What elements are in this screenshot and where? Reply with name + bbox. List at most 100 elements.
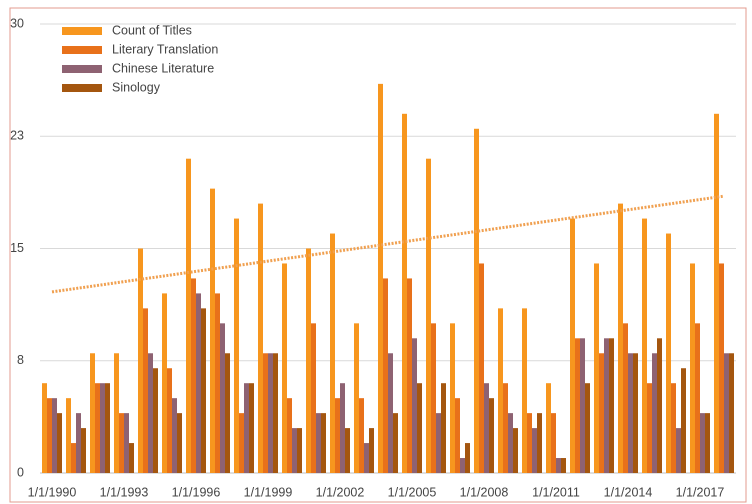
bar [580,338,585,473]
bar [383,278,388,473]
legend-label: Chinese Literature [112,61,214,75]
bar [599,353,604,473]
bar [244,383,249,473]
x-tick-label: 1/1/2017 [676,485,725,499]
y-tick-label: 30 [10,16,24,30]
bar [177,413,182,473]
x-tick-label: 1/1/2008 [460,485,509,499]
bar [479,263,484,473]
bar [340,383,345,473]
bar [90,353,95,473]
bar [330,233,335,473]
bar [489,398,494,473]
bar [508,413,513,473]
bar [585,383,590,473]
y-tick-label: 8 [17,353,24,367]
bar [431,323,436,473]
x-tick-label: 1/1/2014 [604,485,653,499]
bar [191,278,196,473]
bar [66,398,71,473]
bar [311,323,316,473]
bar [359,398,364,473]
bar [129,443,134,473]
bar [412,338,417,473]
bar [714,113,719,474]
bar [297,428,302,473]
bar [724,353,729,473]
bar [143,308,148,473]
bar [105,383,110,473]
bar [225,353,230,473]
bar [417,383,422,473]
bar [594,263,599,473]
bar [345,428,350,473]
bar [450,323,455,473]
bar [436,413,441,473]
bar [455,398,460,473]
bar [532,428,537,473]
bar [465,443,470,473]
bar [666,233,671,473]
bar [695,323,700,473]
bar [292,428,297,473]
bar [570,218,575,473]
bar [460,458,465,473]
bar [546,383,551,473]
bar [268,353,273,473]
bar [239,413,244,473]
bar [474,128,479,473]
legend-swatch [62,65,102,73]
y-tick-label: 0 [17,465,24,479]
bar [609,338,614,473]
bar [71,443,76,473]
bar [623,323,628,473]
bar [652,353,657,473]
x-tick-label: 1/1/2011 [532,485,580,499]
bar [316,413,321,473]
bar [484,383,489,473]
bar [215,293,220,473]
legend-label: Literary Translation [112,42,218,56]
y-tick-label: 15 [10,241,24,255]
bar [42,383,47,473]
bar [81,428,86,473]
bar [95,383,100,473]
chart-frame [9,7,747,503]
bar [426,158,431,473]
bar [201,308,206,473]
legend-swatch [62,84,102,92]
bar [551,413,556,473]
bar [76,413,81,473]
bar [119,413,124,473]
bar [354,323,359,473]
bar [52,398,57,473]
bar [148,353,153,473]
bar [335,398,340,473]
bar [234,218,239,473]
bar [369,428,374,473]
x-tick-label: 1/1/2005 [388,485,437,499]
bar [393,413,398,473]
bar [138,248,143,473]
bar [172,398,177,473]
bar [503,383,508,473]
bar [162,293,167,473]
bar [671,383,676,473]
bar [249,383,254,473]
x-tick-label: 1/1/2002 [316,485,365,499]
bar [657,338,662,473]
y-tick-label: 23 [10,129,24,143]
bar [537,413,542,473]
bar [604,338,609,473]
bar [700,413,705,473]
bar [57,413,62,473]
bar [690,263,695,473]
x-tick-label: 1/1/1999 [244,485,293,499]
bar [114,353,119,473]
bar [527,413,532,473]
bar [647,383,652,473]
bar [210,188,215,473]
bar [364,443,369,473]
